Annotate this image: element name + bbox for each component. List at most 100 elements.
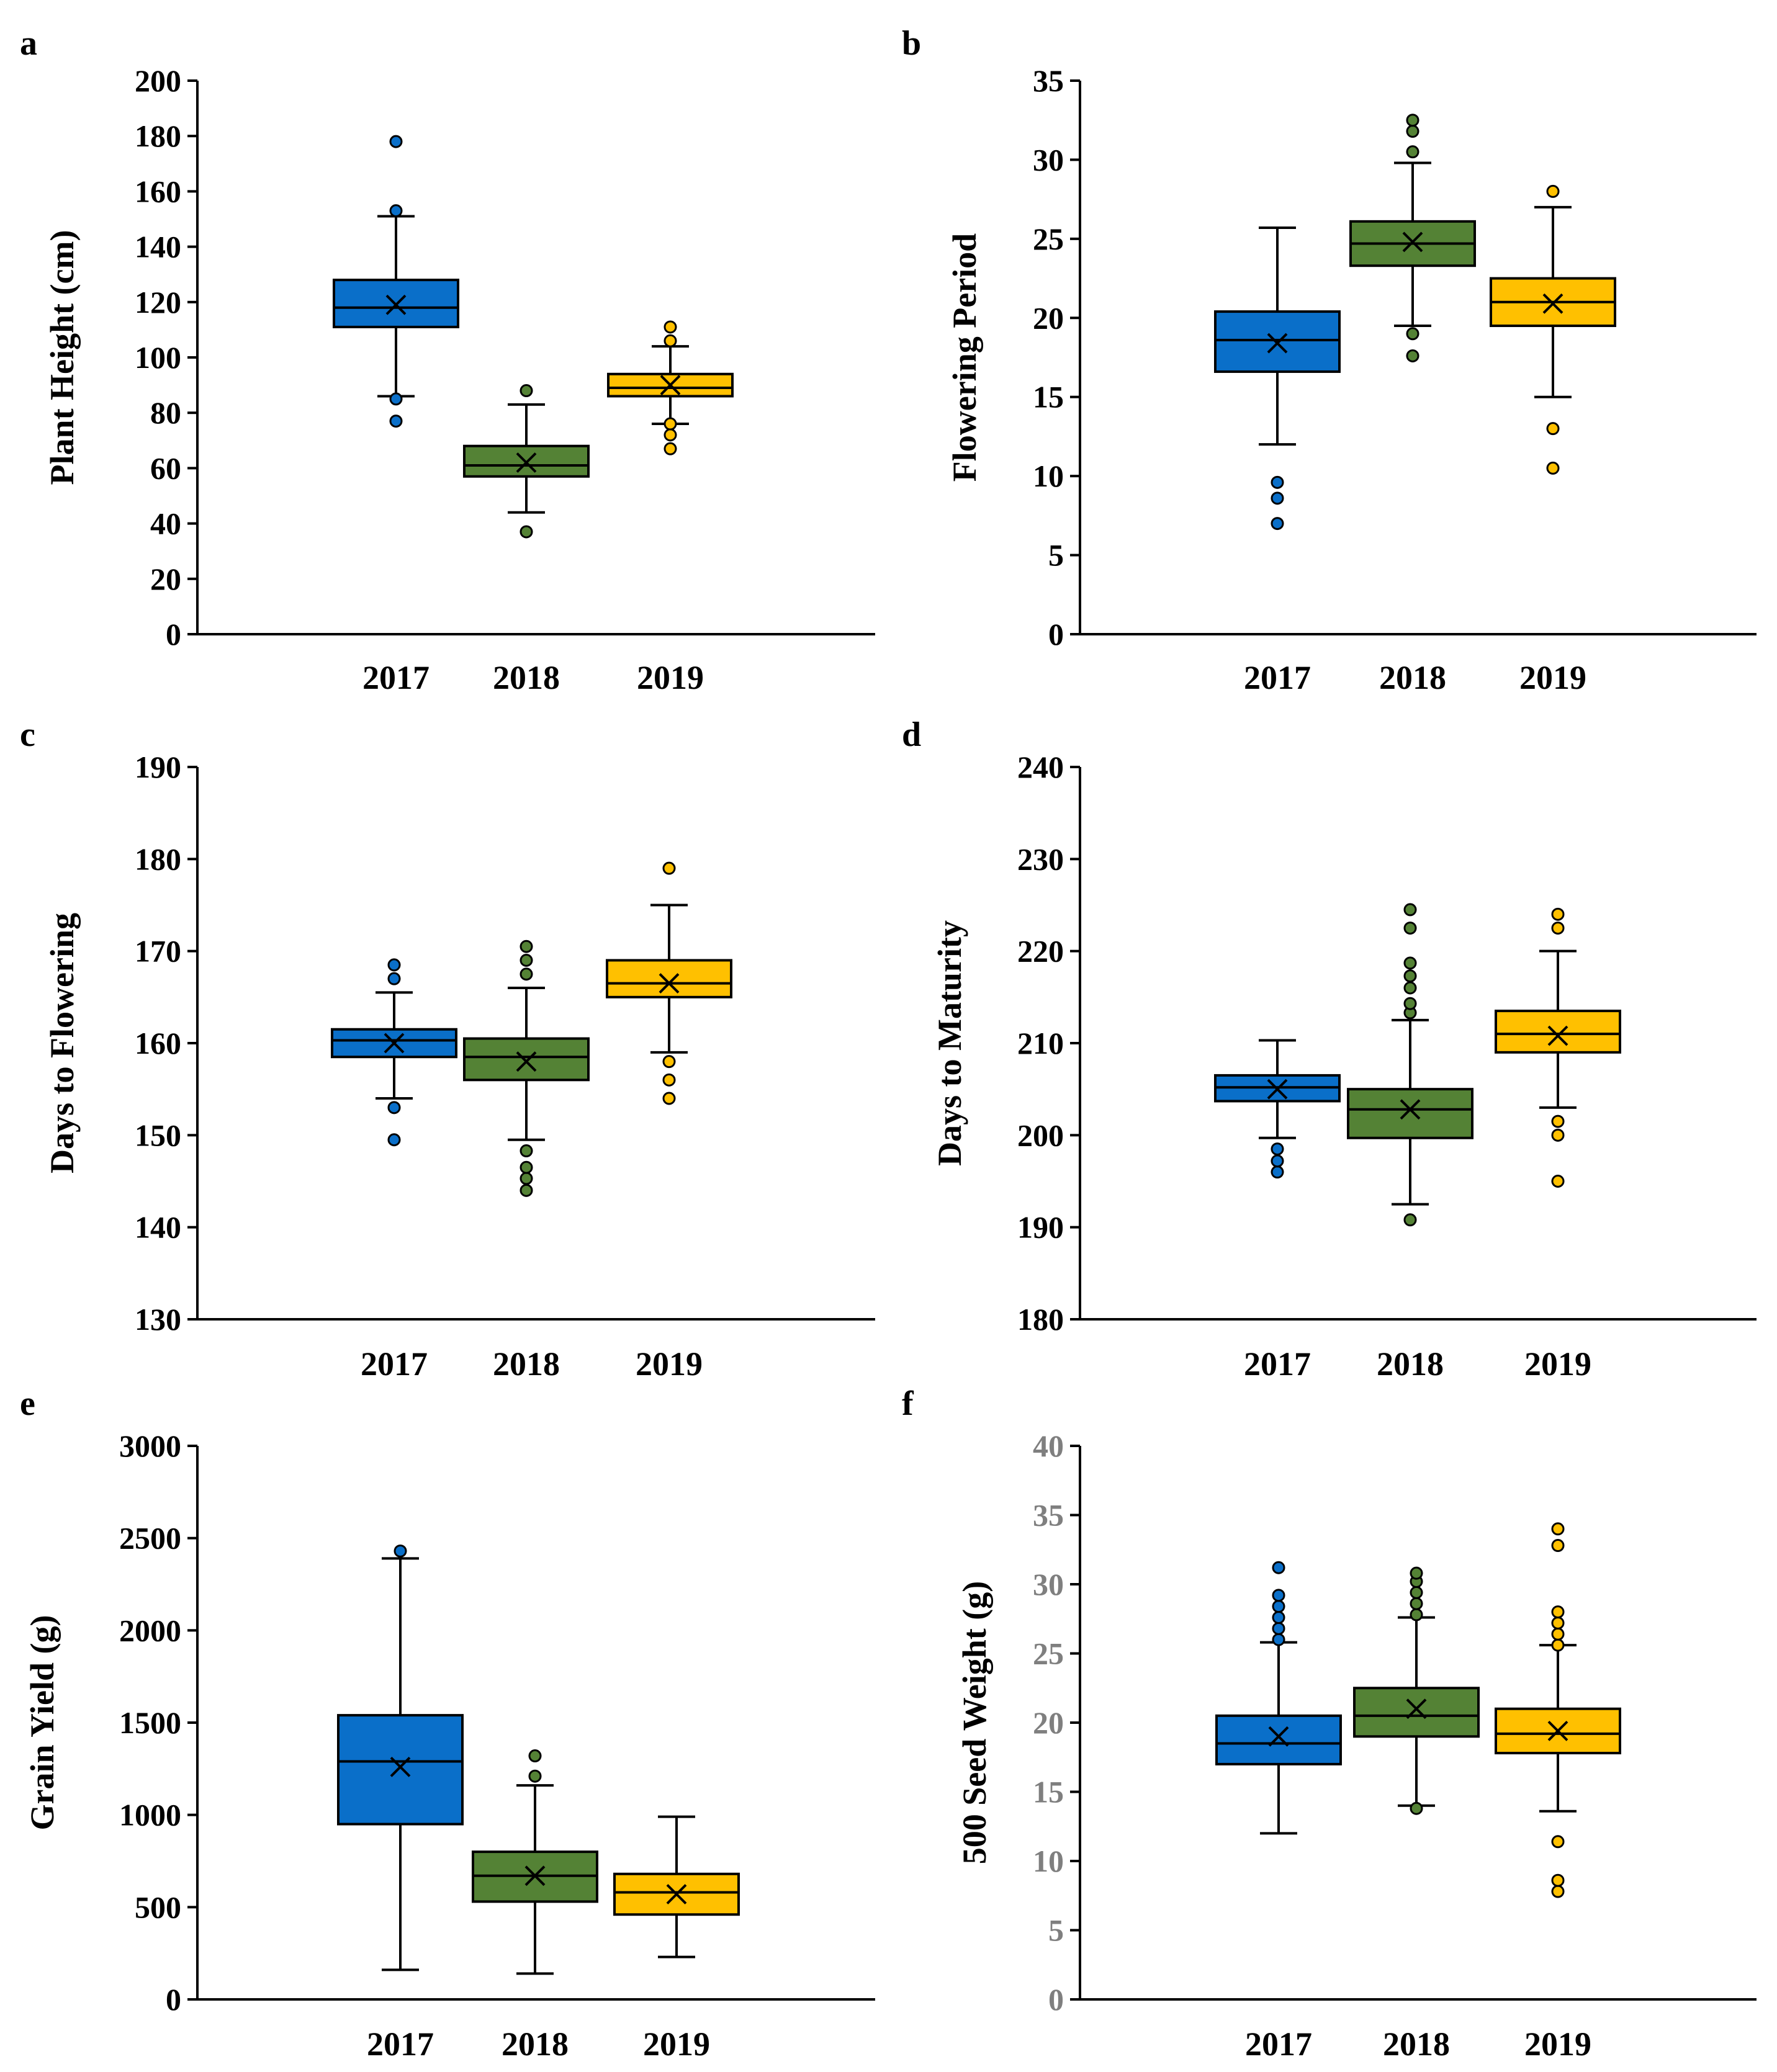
outlier-point bbox=[1403, 956, 1417, 970]
outlier-point bbox=[1551, 1616, 1565, 1630]
outlier-point bbox=[1403, 922, 1417, 935]
outlier-point bbox=[1551, 1522, 1565, 1536]
outlier-point bbox=[1272, 1589, 1285, 1602]
y-tick-label: 190 bbox=[135, 750, 181, 784]
iqr-box bbox=[337, 1714, 464, 1826]
box-series-2019 bbox=[606, 861, 732, 1105]
y-tick-label: 40 bbox=[1033, 1428, 1064, 1463]
box-series-2018 bbox=[1347, 903, 1473, 1227]
outlier-point bbox=[1272, 1611, 1285, 1625]
outlier-point bbox=[1403, 903, 1417, 917]
mean-marker bbox=[1406, 1698, 1427, 1720]
mean-marker bbox=[1400, 1099, 1421, 1120]
y-axis-title: Days to Flowering bbox=[43, 913, 81, 1173]
y-tick-label: 25 bbox=[1033, 222, 1064, 256]
y-tick-label: 10 bbox=[1033, 459, 1064, 493]
x-category-label: 2019 bbox=[1524, 1345, 1591, 1383]
mean-marker bbox=[385, 294, 407, 315]
y-tick-label: 0 bbox=[1048, 617, 1064, 652]
iqr-box bbox=[331, 1028, 457, 1059]
y-axis-title: Days to Maturity bbox=[931, 920, 968, 1166]
y-axis-title: 500 Seed Weight (g) bbox=[956, 1581, 993, 1865]
outlier-point bbox=[389, 415, 403, 428]
box-series-2018 bbox=[463, 940, 590, 1197]
mean-marker bbox=[1267, 333, 1288, 354]
y-tick-label: 20 bbox=[150, 562, 181, 596]
y-tick-label: 160 bbox=[135, 1026, 181, 1061]
y-tick-label: 130 bbox=[135, 1302, 181, 1337]
y-tick-label: 10 bbox=[1033, 1844, 1064, 1878]
outlier-point bbox=[1272, 1600, 1285, 1613]
outlier-point bbox=[528, 1769, 542, 1783]
mean-marker bbox=[1547, 1025, 1568, 1046]
y-axis-title: Grain Yield (g) bbox=[24, 1615, 61, 1831]
outlier-point bbox=[1551, 922, 1565, 935]
outlier-point bbox=[1403, 997, 1417, 1010]
outlier-point bbox=[1406, 349, 1419, 362]
box-series-2017 bbox=[331, 958, 457, 1147]
outlier-point bbox=[1272, 1633, 1285, 1646]
y-tick-label: 230 bbox=[1017, 841, 1064, 876]
outlier-point bbox=[664, 442, 677, 455]
box-series-2017 bbox=[1215, 1561, 1342, 1835]
y-tick-label: 0 bbox=[166, 617, 181, 652]
mean-marker bbox=[1547, 1720, 1568, 1741]
outlier-point bbox=[1551, 907, 1565, 921]
outlier-point bbox=[520, 1183, 533, 1197]
outlier-point bbox=[1272, 1561, 1285, 1574]
outlier-point bbox=[389, 392, 403, 406]
outlier-point bbox=[1271, 1165, 1284, 1179]
y-tick-label: 5 bbox=[1048, 538, 1064, 573]
outlier-point bbox=[1403, 981, 1417, 995]
outlier-point bbox=[662, 1055, 676, 1069]
outlier-point bbox=[664, 417, 677, 431]
panel-c: c 130 140 150 160 170 180 190 Days to Flowering 2… bbox=[20, 715, 875, 1383]
outlier-point bbox=[1546, 461, 1560, 475]
y-tick-label: 200 bbox=[1017, 1118, 1064, 1152]
outlier-point bbox=[1546, 422, 1560, 436]
y-tick-label: 80 bbox=[150, 395, 181, 430]
box-series-2019 bbox=[607, 320, 734, 455]
y-tick-label: 120 bbox=[135, 285, 181, 320]
outlier-point bbox=[387, 1101, 401, 1114]
y-tick-label: 0 bbox=[166, 1982, 181, 2017]
y-axis-title: Plant Height (cm) bbox=[43, 230, 81, 485]
iqr-box bbox=[1215, 1714, 1342, 1765]
panel-d: d 180 190 200 210 220 230 240 Days to Maturity 20… bbox=[902, 715, 1757, 1383]
panel-letter: e bbox=[20, 1384, 35, 1423]
outlier-point bbox=[662, 1092, 676, 1105]
x-category-label: 2019 bbox=[637, 659, 704, 696]
x-category-label: 2018 bbox=[1377, 1345, 1444, 1383]
outlier-point bbox=[1271, 517, 1284, 531]
y-tick-label: 15 bbox=[1033, 380, 1064, 415]
x-category-label: 2019 bbox=[1524, 2025, 1591, 2063]
outlier-point bbox=[1410, 1566, 1423, 1580]
iqr-box bbox=[333, 279, 459, 328]
y-tick-label: 25 bbox=[1033, 1636, 1064, 1671]
box-series-2018 bbox=[472, 1749, 598, 1975]
y-tick-label: 30 bbox=[1033, 1567, 1064, 1602]
outlier-point bbox=[1271, 1154, 1284, 1168]
y-tick-label: 2000 bbox=[119, 1613, 181, 1648]
outlier-point bbox=[1551, 1627, 1565, 1641]
mean-marker bbox=[1267, 1079, 1288, 1100]
y-tick-label: 15 bbox=[1033, 1775, 1064, 1810]
outlier-point bbox=[1403, 1213, 1417, 1227]
mean-marker bbox=[524, 1865, 546, 1886]
outlier-point bbox=[1406, 145, 1419, 159]
mean-marker bbox=[1402, 231, 1423, 253]
x-category-label: 2017 bbox=[1244, 1345, 1311, 1383]
outlier-point bbox=[387, 1133, 401, 1147]
outlier-point bbox=[1551, 1539, 1565, 1553]
y-tick-label: 100 bbox=[135, 340, 181, 375]
outlier-point bbox=[1551, 1175, 1565, 1188]
outlier-point bbox=[1403, 969, 1417, 983]
y-tick-label: 240 bbox=[1017, 750, 1064, 784]
mean-marker bbox=[516, 1051, 537, 1072]
y-tick-label: 30 bbox=[1033, 142, 1064, 177]
box-series-2017 bbox=[1214, 226, 1341, 531]
y-tick-label: 200 bbox=[135, 63, 181, 98]
outlier-point bbox=[1272, 1621, 1285, 1635]
outlier-point bbox=[1551, 1835, 1565, 1849]
outlier-point bbox=[1406, 327, 1419, 341]
